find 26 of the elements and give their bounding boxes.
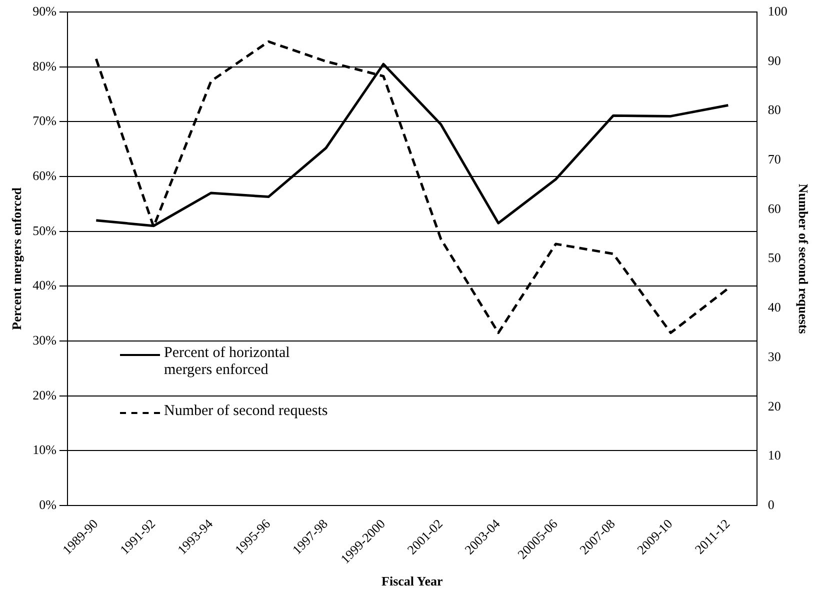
y-tick-label: 10% [32, 442, 57, 458]
y-tick-label: 20% [32, 387, 57, 402]
y-tick-label: 50% [32, 222, 57, 238]
y-tick-label: 30% [32, 332, 57, 348]
y2-tick-label: 100 [768, 3, 788, 18]
y2-tick-label: 30 [768, 348, 781, 364]
y-tick-label: 80% [32, 58, 57, 74]
y2-tick-label: 10 [768, 448, 781, 463]
y-tick-label: 70% [32, 113, 57, 128]
y-tick-label: 40% [32, 278, 57, 293]
y-tick-label: 90% [32, 3, 57, 18]
legend-label: Number of second requests [164, 403, 329, 420]
y-tick-label: 0% [39, 496, 57, 512]
y-tick-label: 60% [32, 168, 57, 183]
y2-tick-label: 0 [768, 496, 774, 512]
x-axis-title: Fiscal Year [382, 574, 444, 589]
y2-axis-title: Number of second requests [796, 184, 811, 334]
y2-tick-label: 40 [768, 300, 781, 315]
y-axis-title: Percent mergers enforced [9, 186, 24, 330]
legend-label: Percent of horizontal mergers enforced [164, 345, 291, 379]
y2-tick-label: 20 [768, 398, 781, 414]
y2-tick-label: 60 [768, 200, 781, 216]
y2-tick-label: 90 [768, 52, 781, 68]
y2-tick-label: 70 [768, 151, 781, 166]
y2-tick-label: 80 [768, 102, 781, 118]
y2-tick-label: 50 [768, 250, 781, 266]
